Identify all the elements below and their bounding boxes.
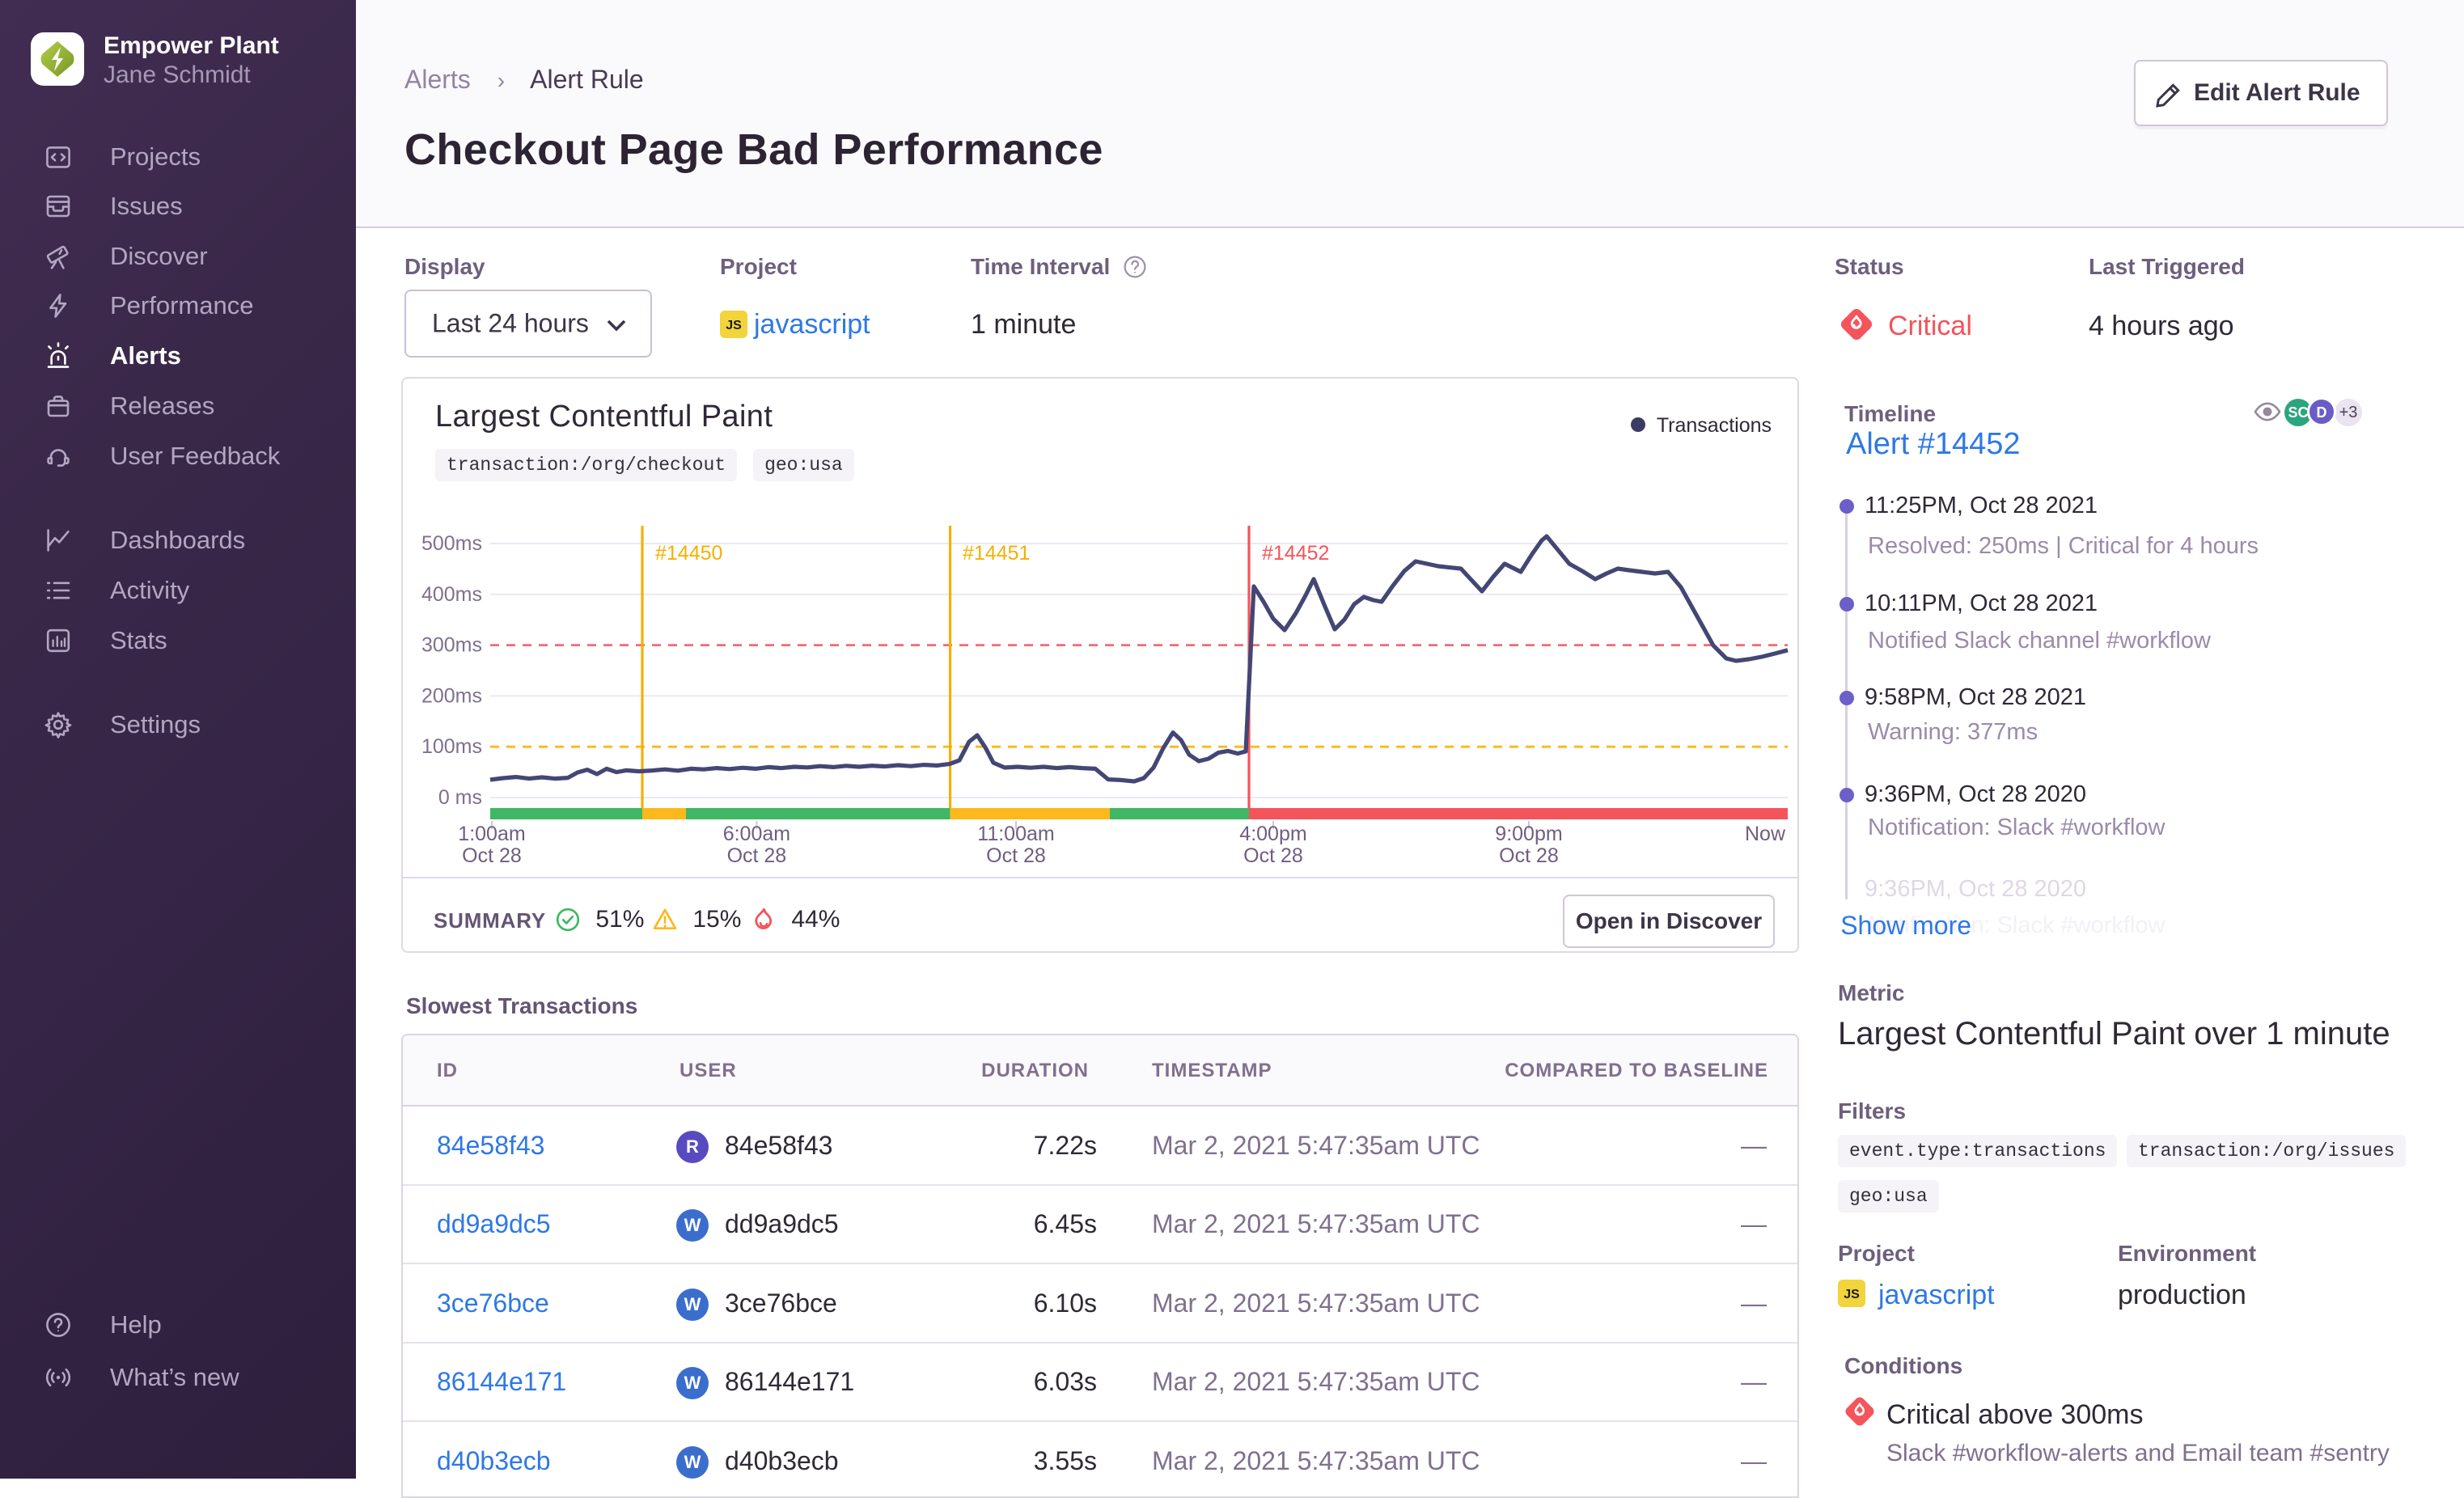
svg-text:11:00am: 11:00am: [977, 823, 1054, 845]
svg-text:1:00am: 1:00am: [458, 823, 525, 845]
svg-text:200ms: 200ms: [421, 684, 482, 707]
svg-text:300ms: 300ms: [421, 634, 482, 657]
svg-text:500ms: 500ms: [421, 532, 482, 555]
svg-text:100ms: 100ms: [421, 735, 482, 758]
svg-text:Oct 28: Oct 28: [1243, 844, 1303, 867]
svg-text:Oct 28: Oct 28: [727, 844, 787, 867]
svg-text:0 ms: 0 ms: [438, 786, 482, 809]
svg-text:#14451: #14451: [963, 542, 1030, 565]
svg-text:400ms: 400ms: [421, 583, 482, 606]
svg-text:#14452: #14452: [1262, 542, 1329, 565]
svg-text:Oct 28: Oct 28: [986, 844, 1046, 867]
svg-text:Oct 28: Oct 28: [462, 844, 522, 867]
svg-text:#14450: #14450: [655, 542, 722, 565]
svg-text:4:00pm: 4:00pm: [1239, 823, 1306, 845]
svg-text:Now: Now: [1745, 823, 1786, 845]
svg-text:Oct 28: Oct 28: [1499, 844, 1559, 867]
svg-text:9:00pm: 9:00pm: [1495, 823, 1562, 845]
svg-text:6:00am: 6:00am: [723, 823, 790, 845]
